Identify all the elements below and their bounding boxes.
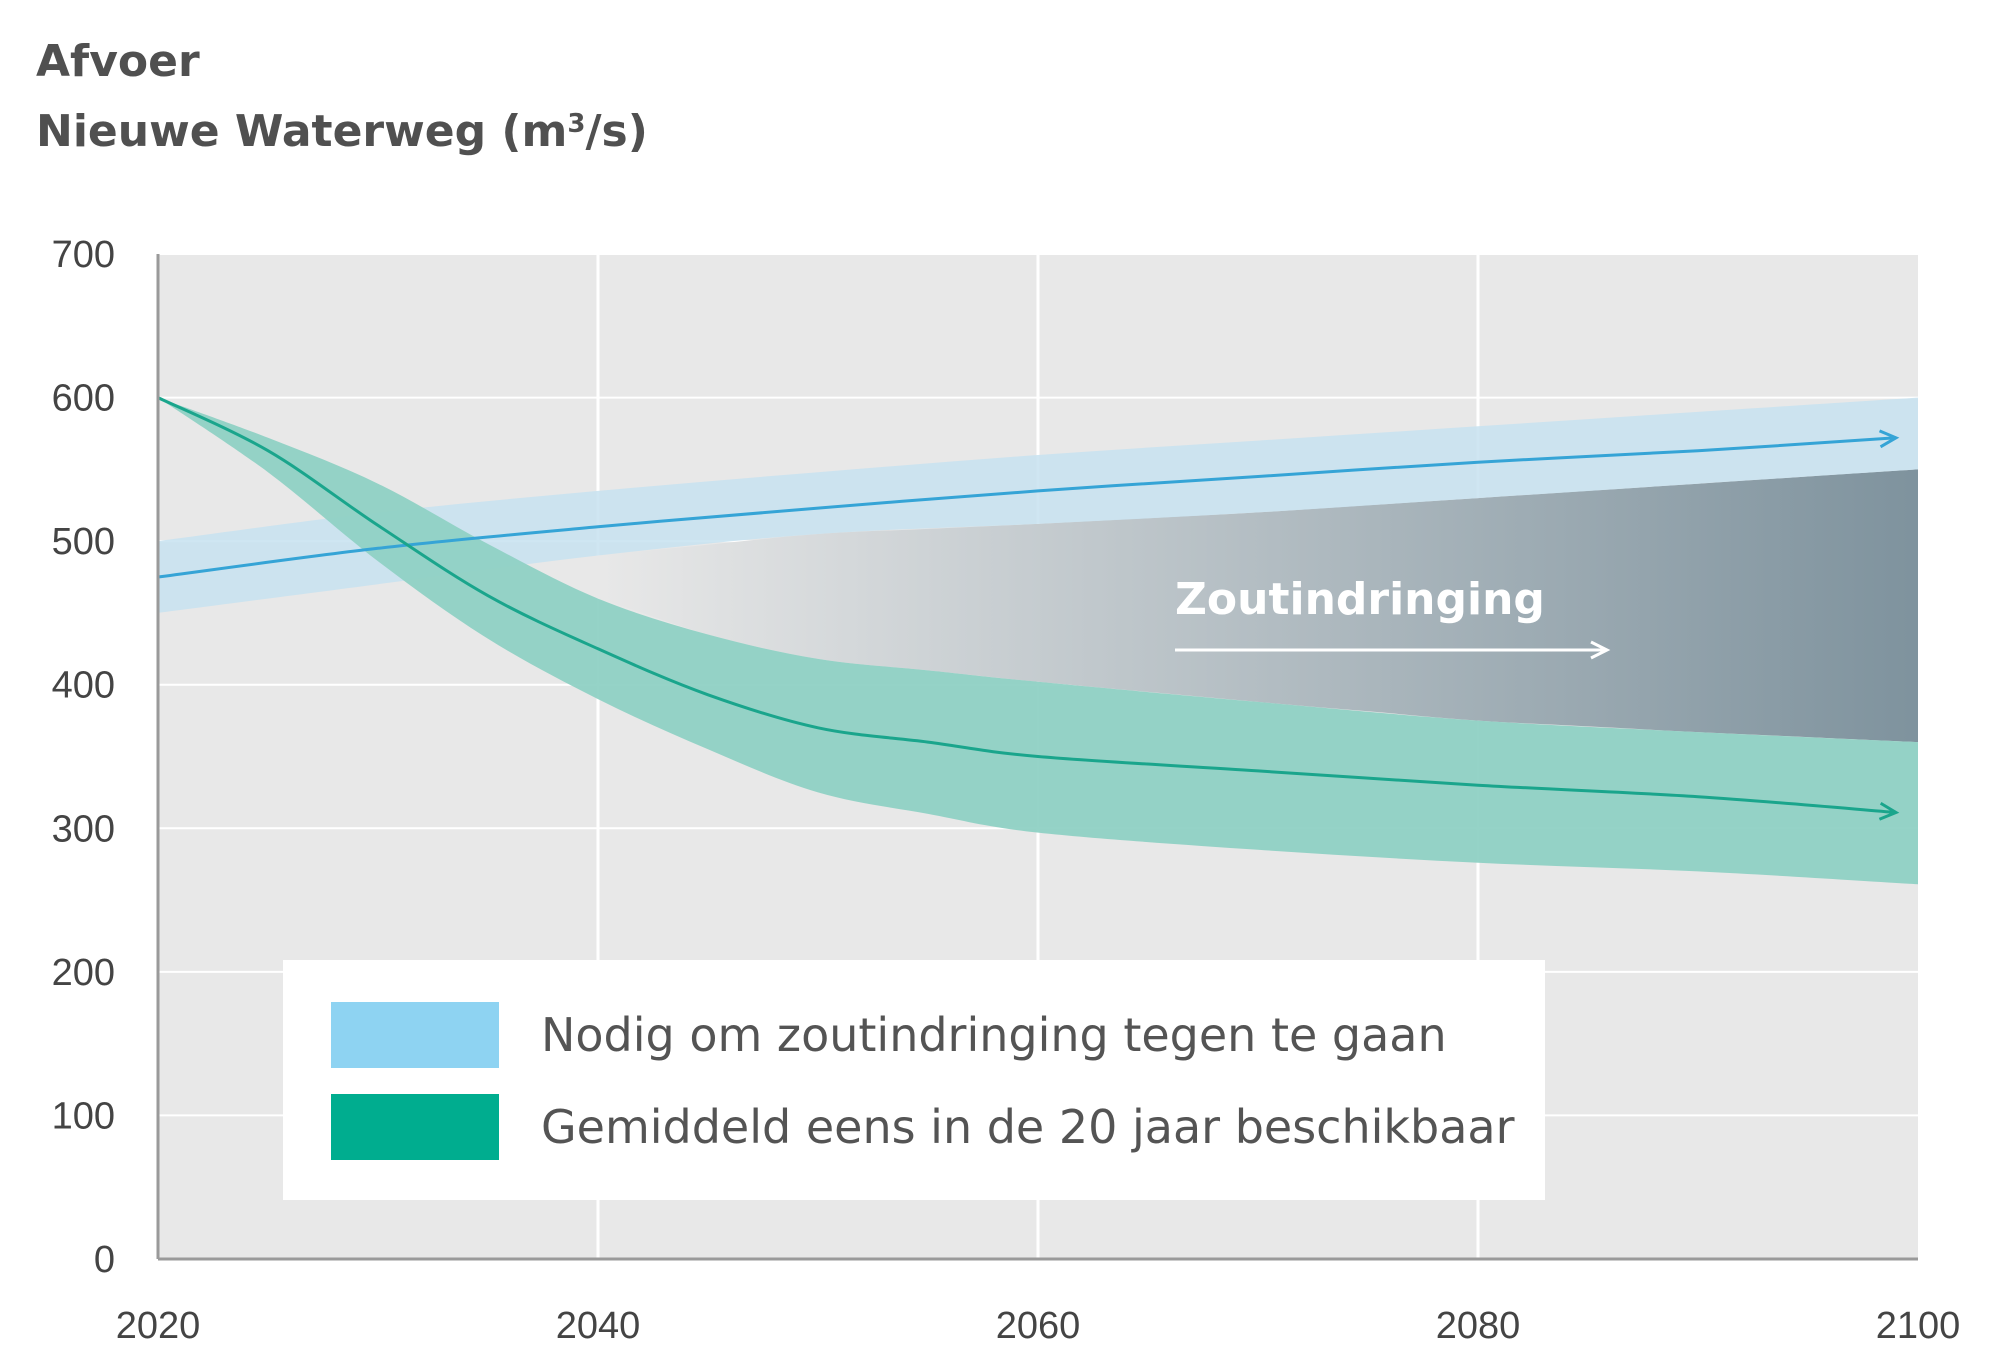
y-tick-label: 500: [52, 521, 115, 563]
legend-item-available: Gemiddeld eens in de 20 jaar beschikbaar: [331, 1094, 1515, 1160]
blue-band: [158, 397, 1918, 613]
chart-title-superscript: 3: [567, 109, 586, 139]
green-line: [157, 396, 1900, 821]
legend-item-required: Nodig om zoutindringing tegen te gaan: [331, 1002, 1447, 1068]
x-tick-label: 2080: [1436, 1305, 1521, 1347]
y-tick-label: 200: [52, 952, 115, 994]
y-tick-label: 300: [52, 808, 115, 850]
chart-title-end: /s): [585, 106, 648, 157]
y-tick-labels: 0 100 200 300 400 500 600 700: [52, 234, 115, 1281]
legend-label-required: Nodig om zoutindringing tegen te gaan: [541, 1008, 1447, 1062]
legend-swatch-blue: [331, 1002, 499, 1068]
y-tick-label: 700: [52, 234, 115, 276]
x-tick-labels: 2020 2040 2060 2080 2100: [116, 1305, 1961, 1347]
axes: [156, 254, 1918, 1261]
x-tick-label: 2100: [1876, 1305, 1961, 1347]
green-band: [158, 397, 1918, 885]
y-tick-label: 400: [52, 665, 115, 707]
y-tick-label: 100: [52, 1095, 115, 1137]
x-tick-label: 2040: [556, 1305, 641, 1347]
salt-intrusion-gap-area: [378, 469, 1918, 743]
y-tick-label: 0: [94, 1239, 115, 1281]
blue-line: [157, 429, 1900, 579]
y-tick-label: 600: [52, 378, 115, 420]
chart-title-line2: Nieuwe Waterweg (m3/s): [36, 110, 648, 154]
chart-title-main: Nieuwe Waterweg (m: [36, 106, 568, 157]
legend: Nodig om zoutindringing tegen te gaan Ge…: [283, 960, 1545, 1200]
chart-title-line1: Afvoer: [36, 36, 200, 87]
x-tick-label: 2060: [996, 1305, 1081, 1347]
legend-swatch-green: [331, 1094, 499, 1160]
x-tick-label: 2020: [116, 1305, 201, 1347]
legend-label-available: Gemiddeld eens in de 20 jaar beschikbaar: [541, 1100, 1515, 1154]
zoutindringing-label: Zoutindringing: [1175, 574, 1545, 625]
